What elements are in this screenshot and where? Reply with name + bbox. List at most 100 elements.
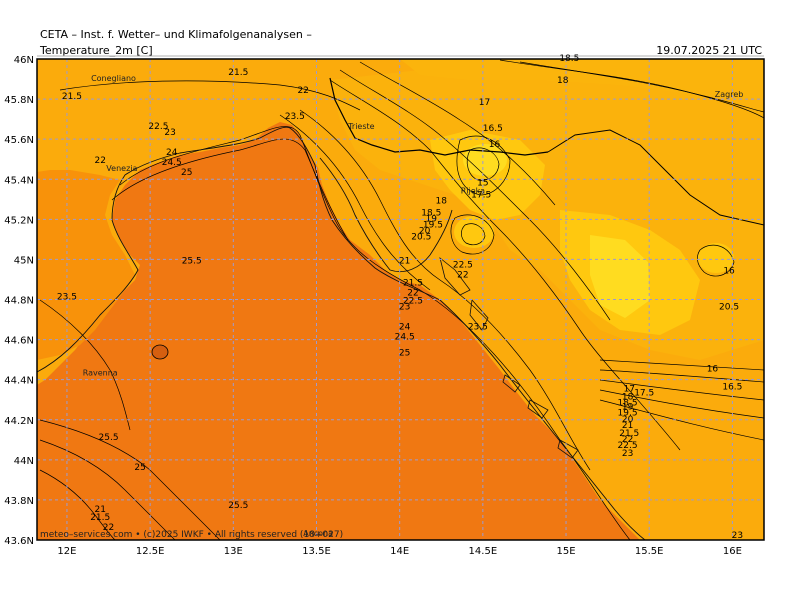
contour-label: 21 — [94, 505, 105, 515]
footer-copyright: meteo–services.com • (c)2025 IWKF • All … — [40, 530, 343, 540]
contour-label: 22.5 — [453, 260, 473, 270]
map-frame — [36, 58, 765, 541]
contour-label: 19.5 — [618, 409, 638, 419]
contour-label: 21.5 — [403, 278, 423, 288]
contour-label: 18.5 — [618, 399, 638, 409]
lon-tick-label: 12E — [57, 546, 76, 557]
contour-label: 22 — [457, 270, 468, 280]
contour-label: 21 — [622, 421, 633, 431]
contour-label: 25 — [399, 349, 410, 359]
lon-tick-label: 13E — [224, 546, 243, 557]
contour-label: 21.5 — [228, 68, 248, 78]
contour-label: 22 — [94, 156, 105, 166]
lon-tick-label: 13.5E — [302, 546, 331, 557]
islands — [439, 256, 579, 459]
contour-label: 24 — [166, 148, 178, 158]
contour-label: 23 — [399, 303, 410, 313]
city-label: Conegliano — [91, 74, 136, 83]
lon-tick-label: 15.5E — [635, 546, 664, 557]
contour-label: 17 — [479, 98, 490, 108]
coastline-istria — [319, 157, 453, 273]
contour-label: 22 — [103, 523, 114, 533]
lon-tick-label: 12.5E — [136, 546, 165, 557]
lat-tick-label: 44.6N — [4, 336, 34, 347]
contour-labels: 21.521.52222.52323.52424.5252218.5181716… — [57, 54, 743, 541]
contour-label: 16.5 — [483, 124, 503, 134]
border-italy-slovenia — [329, 77, 549, 156]
contour-label: 23 — [732, 531, 743, 541]
contour-label: 17.5 — [634, 389, 654, 399]
land-west-coast — [37, 170, 135, 360]
contour-label: 22 — [297, 86, 308, 96]
lon-tick-label: 14.5E — [469, 546, 498, 557]
contour-label: 21.5 — [62, 92, 82, 102]
contour-label: 21.5 — [90, 513, 110, 523]
contour-label: 20 — [419, 226, 431, 236]
contour-label: 22 — [407, 288, 418, 298]
city-label: Venezia — [106, 164, 137, 173]
contour-label: 23.5 — [57, 293, 77, 303]
lat-tick-label: 45.8N — [4, 95, 34, 106]
city-label: Rijeka — [461, 186, 485, 195]
longitude-axis: 12E 12.5E 13E 13.5E 14E 14.5E 15E 15.5E 16E — [57, 546, 741, 557]
lon-tick-label: 15E — [557, 546, 576, 557]
contour-label: 18 — [622, 393, 634, 403]
lat-tick-label: 44.8N — [4, 296, 34, 307]
contour-label: 25.5 — [182, 256, 202, 266]
graticule — [37, 59, 764, 540]
header-variable: Temperature_2m [C] — [40, 44, 153, 57]
contour-label: 15 — [477, 178, 488, 188]
contour-label: 17.5 — [471, 190, 491, 200]
header-source: CETA – Inst. f. Wetter– und Klimafolgena… — [40, 28, 312, 41]
contour-label: 19 — [622, 403, 634, 413]
city-label: Trieste — [347, 122, 374, 131]
cool-core-krk — [454, 216, 494, 248]
lon-tick-label: 14E — [390, 546, 409, 557]
contour-label: 18 — [436, 196, 448, 206]
lat-tick-label: 45.4N — [4, 175, 34, 186]
contour-label: 18.5 — [421, 208, 441, 218]
header-valid-time: 19.07.2025 21 UTC — [656, 44, 762, 57]
contour-label: 22.5 — [618, 441, 638, 451]
isotherms — [39, 59, 764, 540]
contour-label: 16 — [489, 140, 501, 150]
contour-label: 16 — [723, 266, 735, 276]
latitude-axis: 46N 45.8N 45.6N 45.4N 45.2N 45N 44.8N 44.6N 44.4… — [4, 55, 34, 547]
contour-label: 22.5 — [148, 122, 168, 132]
contour-label: 24.5 — [395, 333, 415, 343]
contour-label: 25 — [134, 463, 145, 473]
warm-spot — [151, 344, 169, 360]
city-label: Zagreb — [715, 90, 744, 99]
lon-tick-label: 16E — [723, 546, 742, 557]
contour-label: 20.5 — [719, 303, 739, 313]
border-slovenia-croatia — [547, 129, 764, 226]
contour-label: 20.5 — [411, 232, 431, 242]
contour-label: 25.5 — [99, 433, 119, 443]
contour-label: 20 — [622, 415, 634, 425]
contour-label: 22 — [622, 435, 633, 445]
contour-label: 22.5 — [403, 297, 423, 307]
contour-label: 21 — [399, 256, 410, 266]
coastline — [37, 126, 646, 540]
contour-label: 21.5 — [619, 429, 639, 439]
cool-band-northeast — [400, 59, 764, 100]
contour-label: 17 — [624, 385, 635, 395]
city-label: Ravenna — [83, 369, 118, 378]
city-label: Ancona — [303, 529, 333, 538]
lat-tick-label: 46N — [14, 55, 34, 66]
lat-tick-label: 45.6N — [4, 135, 34, 146]
lat-tick-label: 44.2N — [4, 416, 34, 427]
contour-label: 18.5 — [559, 54, 579, 64]
cool-pocket-core — [590, 235, 650, 318]
lat-tick-label: 43.8N — [4, 496, 34, 507]
lat-tick-label: 45N — [14, 255, 34, 266]
contour-label: 25.5 — [228, 501, 248, 511]
contour-label: 24.5 — [162, 158, 182, 168]
contour-label: 18 — [557, 76, 569, 86]
contour-label: 23 — [164, 128, 175, 138]
contour-label: 24 — [399, 323, 411, 333]
contour-label: 25 — [181, 168, 192, 178]
lat-tick-label: 45.2N — [4, 215, 34, 226]
contour-label: 16 — [707, 365, 719, 375]
